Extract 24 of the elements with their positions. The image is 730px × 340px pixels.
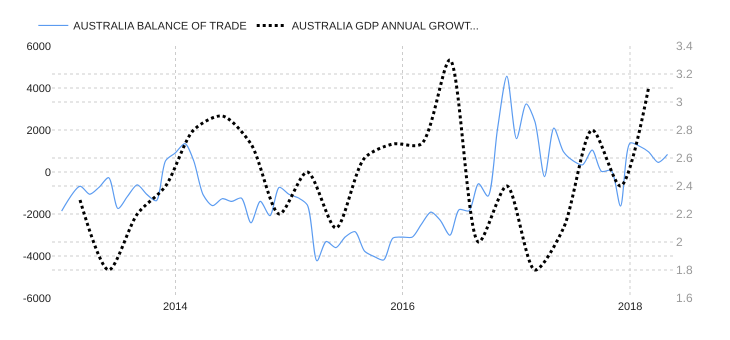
y-tick-label: -4000 xyxy=(22,250,51,263)
y2-tick-label: 2.6 xyxy=(676,151,694,166)
y2-tick-label: 2.2 xyxy=(676,207,694,222)
y2-tick-label: 2 xyxy=(676,235,683,250)
y2-tick-label: 3 xyxy=(676,95,683,110)
y-tick-label: -6000 xyxy=(22,292,51,305)
y2-tick-label: 2.8 xyxy=(676,123,694,138)
line-series xyxy=(61,76,668,262)
y-tick-label: 6000 xyxy=(26,40,51,53)
legend-label: AUSTRALIA BALANCE OF TRADE xyxy=(73,20,247,33)
x-tick-label: 2018 xyxy=(618,301,642,313)
y-tick-label: -2000 xyxy=(22,208,51,221)
y2-tick-label: 3.4 xyxy=(676,39,694,54)
y2-tick-label: 2.4 xyxy=(676,179,694,194)
y2-tick-label: 3.2 xyxy=(676,67,694,82)
y-tick-label: 0 xyxy=(44,166,51,179)
x-tick-label: 2016 xyxy=(390,301,415,313)
y-tick-label: 2000 xyxy=(26,124,51,137)
x-tick-label: 2014 xyxy=(163,301,188,313)
line-series xyxy=(78,58,650,272)
y-tick-label: 4000 xyxy=(26,82,51,95)
legend-label: AUSTRALIA GDP ANNUAL GROWT... xyxy=(292,20,479,33)
y2-tick-label: 1.6 xyxy=(676,291,694,306)
y2-tick-label: 1.8 xyxy=(676,263,694,278)
